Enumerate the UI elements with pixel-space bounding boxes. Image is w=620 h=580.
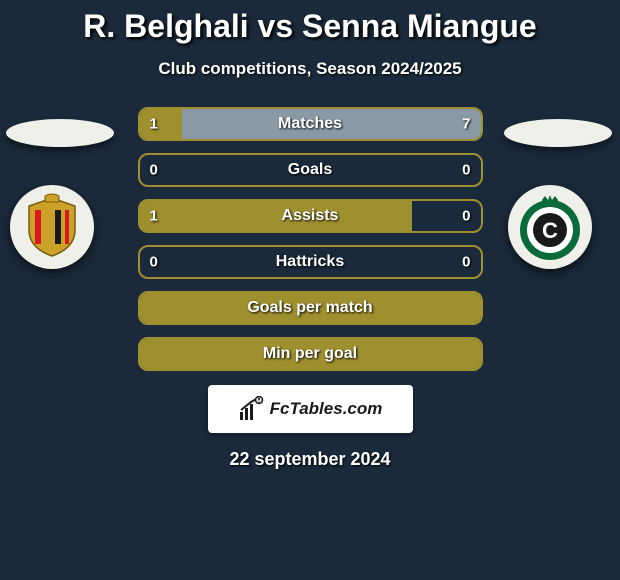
right-club-badge-circle: C: [508, 185, 592, 269]
footer: FcTables.com 22 september 2024: [208, 385, 413, 470]
stat-label: Goals per match: [140, 299, 481, 317]
stat-bar: 00Hattricks: [138, 245, 483, 279]
footer-date: 22 september 2024: [229, 449, 390, 470]
stat-label: Hattricks: [140, 253, 481, 271]
stat-bar: 17Matches: [138, 107, 483, 141]
stat-label: Goals: [140, 161, 481, 179]
comparison-infographic: R. Belghali vs Senna Miangue Club compet…: [0, 0, 620, 470]
left-club-badge: [10, 185, 110, 270]
right-club-badge: C: [508, 185, 608, 270]
stat-bar: Goals per match: [138, 291, 483, 325]
fctables-logo-icon: [238, 396, 264, 422]
svg-text:C: C: [542, 218, 558, 243]
content-row: C 17Matches 00Goals 10Assists 00Hattricks Go…: [0, 107, 620, 371]
mechelen-shield-icon: [17, 192, 87, 262]
stat-bars: 17Matches 00Goals 10Assists 00Hattricks Goal…: [138, 107, 483, 371]
left-cap-ellipse: [6, 119, 114, 147]
stat-bar: 00Goals: [138, 153, 483, 187]
stat-bar: 10Assists: [138, 199, 483, 233]
stat-bar: Min per goal: [138, 337, 483, 371]
right-player-column: C: [504, 119, 614, 270]
page-title: R. Belghali vs Senna Miangue: [83, 8, 536, 45]
left-player-column: [6, 119, 116, 270]
left-club-badge-circle: [10, 185, 94, 269]
right-cap-ellipse: [504, 119, 612, 147]
cercle-badge-icon: C: [515, 192, 585, 262]
stat-label: Min per goal: [140, 345, 481, 363]
stat-label: Matches: [140, 115, 481, 133]
page-subtitle: Club competitions, Season 2024/2025: [158, 59, 461, 79]
fctables-brand-box: FcTables.com: [208, 385, 413, 433]
fctables-brand-text: FcTables.com: [270, 399, 383, 419]
stat-label: Assists: [140, 207, 481, 225]
